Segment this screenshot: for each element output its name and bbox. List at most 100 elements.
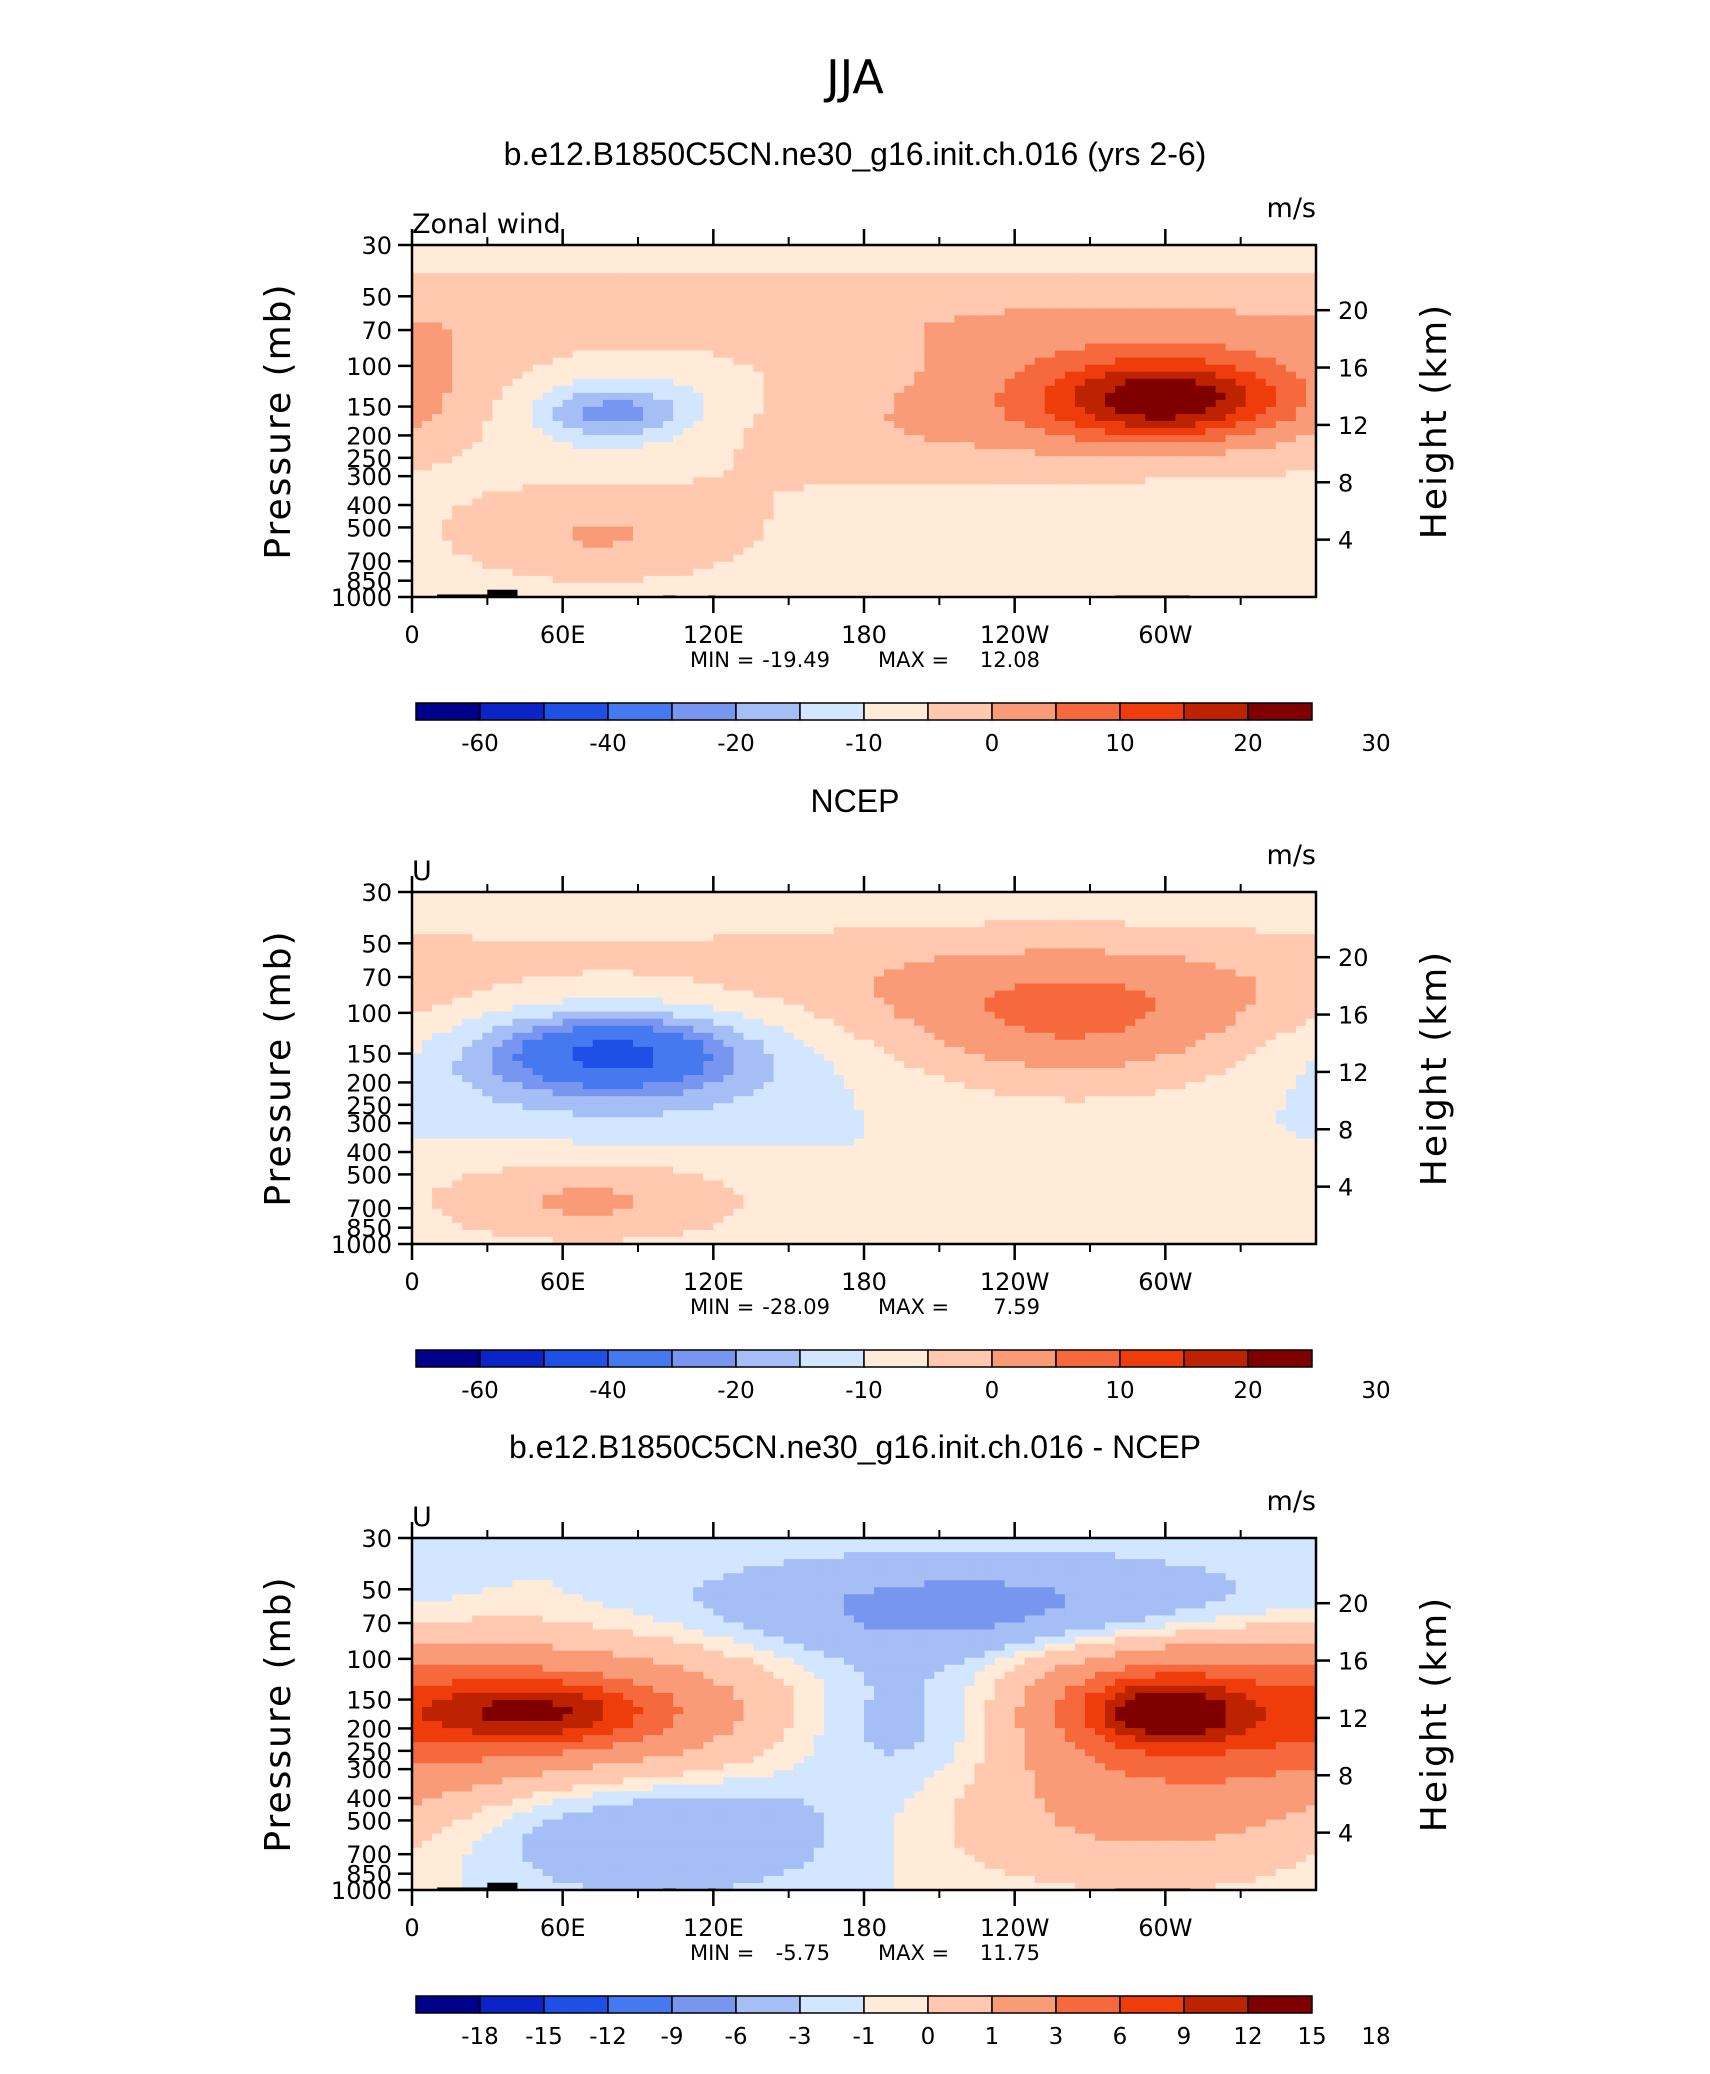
field-cell — [1014, 505, 1026, 514]
field-cell — [1084, 421, 1096, 429]
field-cell — [723, 899, 735, 907]
field-cell — [753, 554, 765, 563]
field-cell — [803, 378, 815, 387]
x-tick-label: 180 — [841, 621, 887, 649]
field-cell — [1004, 294, 1016, 302]
field-cell — [582, 442, 594, 450]
field-cell — [1285, 470, 1297, 478]
field-cell — [864, 280, 875, 288]
field-cell — [1235, 442, 1247, 450]
field-cell — [904, 505, 915, 514]
field-cell — [1275, 378, 1287, 387]
field-cell — [432, 913, 443, 921]
field-cell — [703, 385, 714, 394]
field-cell — [612, 484, 624, 492]
field-cell — [442, 252, 453, 260]
field-cell — [412, 287, 423, 295]
field-cell — [1145, 329, 1156, 338]
field-cell — [1135, 554, 1146, 563]
field-cell — [683, 589, 694, 598]
field-cell — [1135, 266, 1146, 274]
field-cell — [1235, 364, 1247, 373]
field-cell — [1285, 491, 1297, 500]
field-cell — [422, 899, 433, 907]
field-cell — [532, 428, 544, 436]
field-cell — [1235, 428, 1247, 436]
field-cell — [924, 294, 935, 302]
field-cell — [492, 892, 503, 900]
field-cell — [572, 533, 584, 542]
field-cell — [944, 315, 955, 324]
field-cell — [783, 533, 795, 542]
field-cell — [1185, 582, 1197, 591]
field-cell — [643, 294, 654, 302]
field-cell — [1024, 498, 1036, 507]
field-cell — [452, 350, 463, 359]
field-cell — [663, 561, 674, 570]
field-cell — [1225, 561, 1237, 570]
field-cell — [1245, 350, 1257, 359]
field-cell — [562, 428, 574, 436]
field-cell — [843, 329, 855, 338]
field-cell — [864, 273, 875, 281]
field-cell — [582, 350, 594, 359]
field-cell — [432, 456, 443, 464]
field-cell — [1034, 477, 1046, 485]
field-cell — [723, 329, 735, 338]
field-cell — [713, 428, 724, 436]
field-cell — [1115, 547, 1126, 556]
field-cell — [1305, 519, 1317, 528]
field-cell — [1265, 245, 1277, 253]
field-cell — [472, 245, 483, 253]
field-cell — [462, 428, 473, 436]
field-cell — [612, 378, 624, 387]
field-cell — [643, 498, 654, 507]
field-cell — [1155, 484, 1166, 492]
field-cell — [542, 540, 554, 549]
field-cell — [673, 406, 684, 415]
field-cell — [733, 561, 745, 570]
field-cell — [823, 266, 835, 274]
field-cell — [763, 378, 775, 387]
field-cell — [823, 589, 835, 598]
field-cell — [643, 491, 654, 500]
field-cell — [442, 273, 453, 281]
field-cell — [422, 329, 433, 338]
field-cell — [1115, 259, 1126, 267]
field-cell — [512, 294, 524, 302]
field-cell — [1165, 245, 1176, 253]
field-cell — [813, 554, 825, 563]
field-cell — [1044, 294, 1056, 302]
field-cell — [622, 484, 634, 492]
field-cell — [1155, 533, 1166, 542]
field-cell — [1135, 575, 1146, 584]
field-cell — [622, 357, 634, 366]
field-cell — [1165, 273, 1176, 281]
field-cell — [643, 371, 654, 380]
field-cell — [622, 245, 634, 253]
field-cell — [853, 533, 865, 542]
field-cell — [803, 435, 815, 443]
field-cell — [1245, 406, 1257, 415]
field-cell — [1285, 449, 1297, 457]
field-cell — [502, 470, 514, 478]
field-cell — [1235, 336, 1247, 345]
field-cell — [1195, 301, 1207, 309]
field-cell — [1064, 413, 1076, 422]
field-cell — [1095, 505, 1106, 514]
field-cell — [733, 378, 745, 387]
field-cell — [1135, 364, 1146, 373]
field-cell — [532, 308, 544, 316]
field-cell — [472, 428, 483, 436]
field-cell — [582, 301, 594, 309]
field-cell — [703, 399, 714, 408]
field-cell — [1155, 540, 1166, 549]
field-cell — [582, 413, 594, 422]
field-cell — [994, 892, 1006, 900]
field-cell — [1255, 399, 1267, 408]
field-cell — [663, 491, 674, 500]
field-cell — [492, 259, 503, 267]
field-cell — [833, 385, 845, 394]
field-cell — [713, 406, 724, 415]
field-cell — [532, 399, 544, 408]
